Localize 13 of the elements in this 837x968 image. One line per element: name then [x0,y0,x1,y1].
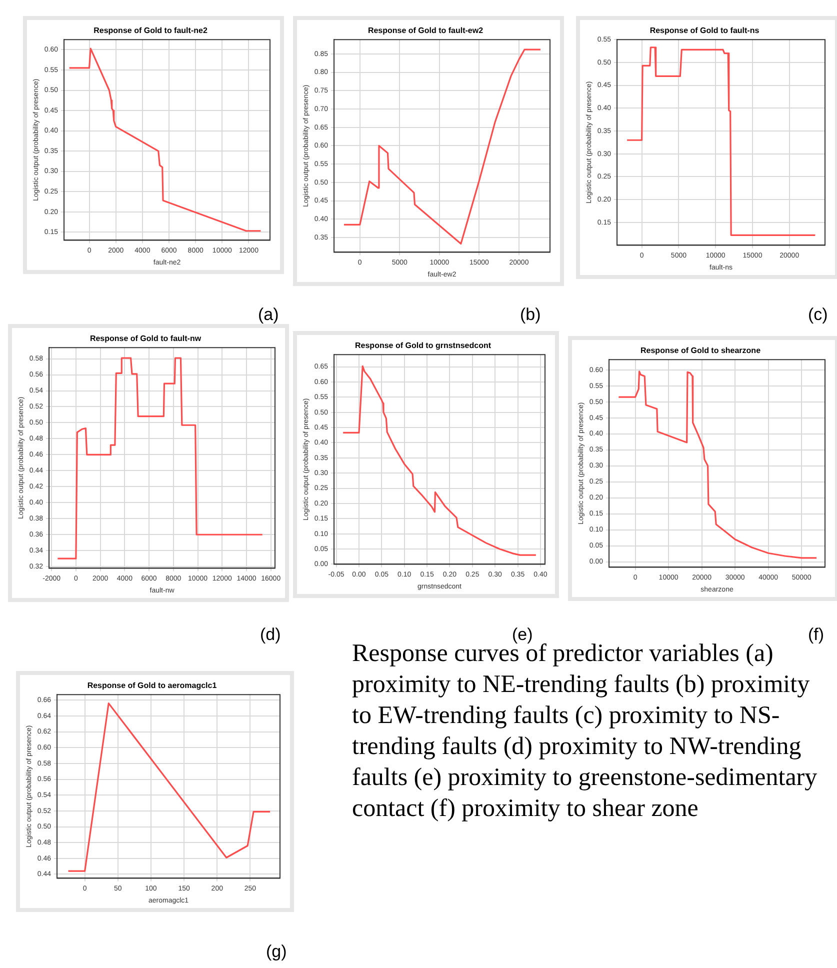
chart-title: Response of Gold to fault-nw [90,334,202,344]
text: (b) [520,305,541,325]
chart-title: Response of Gold to fault-ew2 [368,26,484,36]
chart-title: Response of Gold to aeromagclc1 [87,681,218,690]
text: (f) [808,625,824,645]
chart-title: Response of Gold to fault-ne2 [94,26,208,36]
text: (a) [258,305,279,325]
chart-title: Response of Gold to fault-ns [650,26,760,36]
text: (g) [266,942,287,962]
chart-title: Response of Gold to grnstnsedcont [354,341,492,350]
text: (d) [260,625,281,645]
text: (c) [808,305,828,325]
chart-title: Response of Gold to shearzone [640,346,762,356]
